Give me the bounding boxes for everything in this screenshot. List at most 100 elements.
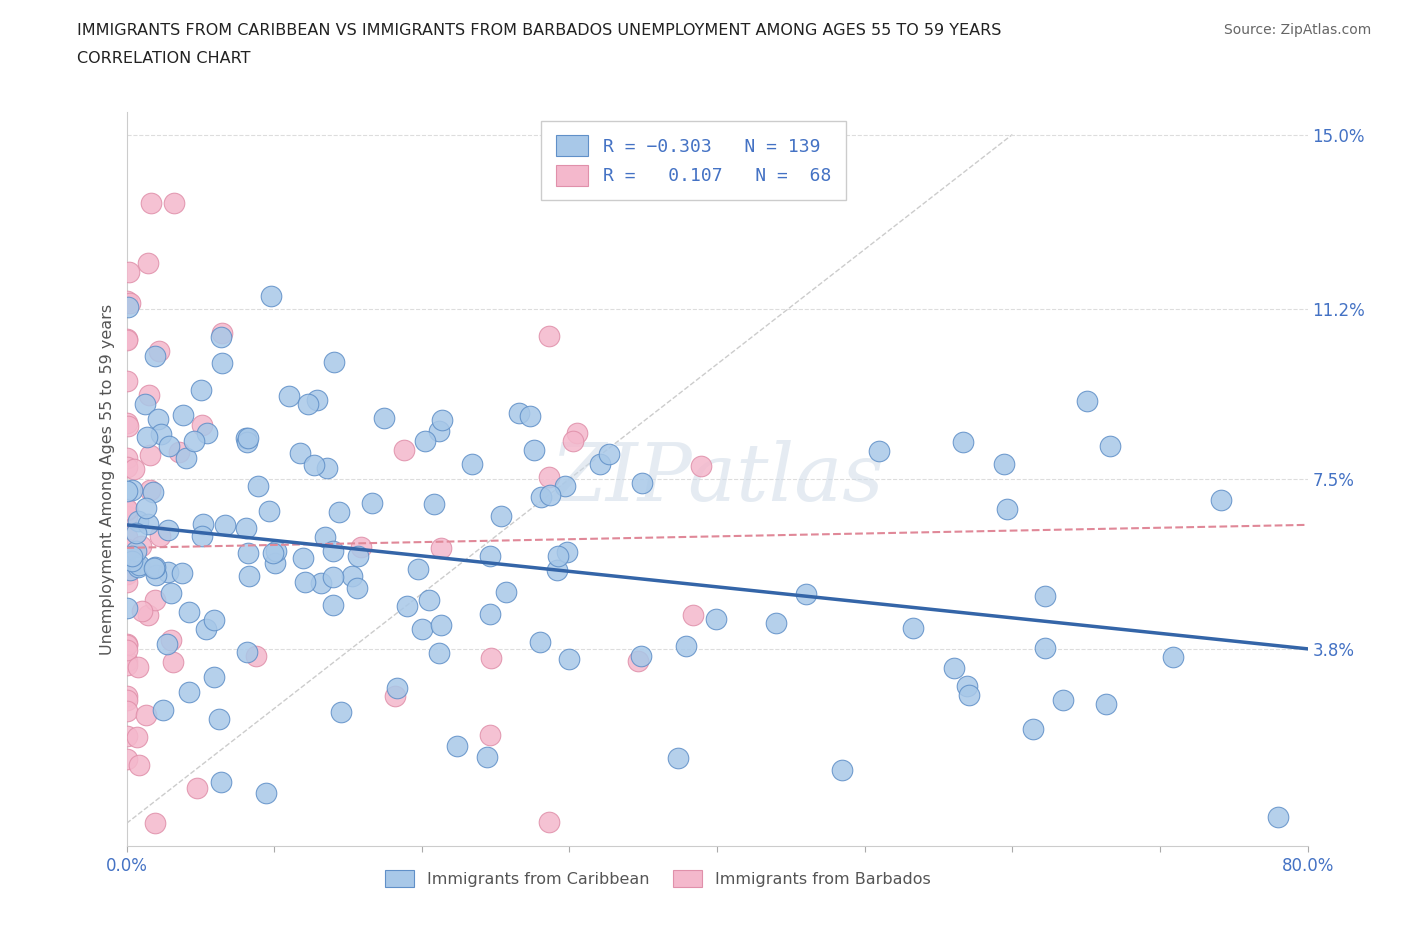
Point [191, 418, 214, 433]
Point [136, 608, 159, 623]
Point [903, 621, 925, 636]
Point [598, 446, 620, 461]
Point [149, 426, 172, 441]
Point [135, 500, 157, 515]
Point [117, 601, 139, 616]
Point [765, 616, 787, 631]
Point [172, 565, 194, 580]
Point [142, 561, 165, 576]
Point [115, 501, 138, 516]
Point [117, 299, 139, 314]
Point [1267, 810, 1289, 825]
Point [413, 433, 436, 448]
Point [156, 637, 179, 652]
Point [115, 542, 138, 557]
Point [156, 523, 179, 538]
Point [204, 670, 226, 684]
Point [117, 484, 139, 498]
Point [411, 621, 433, 636]
Point [297, 396, 319, 411]
Point [128, 558, 150, 573]
Point [588, 457, 610, 472]
Point [115, 638, 138, 653]
Point [143, 592, 166, 607]
Point [554, 478, 576, 493]
Point [558, 651, 581, 666]
Point [115, 529, 138, 544]
Point [704, 611, 727, 626]
Point [186, 781, 208, 796]
Point [314, 529, 336, 544]
Point [127, 560, 149, 575]
Point [561, 434, 583, 449]
Point [1021, 722, 1043, 737]
Point [690, 458, 713, 473]
Point [136, 516, 159, 531]
Point [121, 553, 143, 568]
Point [236, 434, 259, 449]
Point [118, 264, 141, 279]
Point [311, 576, 333, 591]
Point [264, 544, 287, 559]
Point [115, 658, 138, 672]
Point [315, 460, 337, 475]
Point [288, 445, 311, 460]
Text: Source: ZipAtlas.com: Source: ZipAtlas.com [1223, 23, 1371, 37]
Point [328, 505, 350, 520]
Point [305, 392, 328, 407]
Point [115, 503, 138, 518]
Point [1209, 492, 1232, 507]
Point [159, 632, 181, 647]
Point [361, 496, 384, 511]
Point [478, 549, 501, 564]
Point [322, 597, 344, 612]
Point [122, 462, 145, 477]
Point [537, 470, 560, 485]
Point [174, 450, 197, 465]
Point [152, 703, 174, 718]
Point [340, 569, 363, 584]
Point [121, 549, 143, 564]
Point [350, 539, 373, 554]
Point [127, 659, 149, 674]
Y-axis label: Unemployment Among Ages 55 to 59 years: Unemployment Among Ages 55 to 59 years [100, 303, 115, 655]
Point [149, 528, 172, 543]
Legend: Immigrants from Caribbean, Immigrants from Barbados: Immigrants from Caribbean, Immigrants fr… [380, 864, 936, 894]
Point [392, 443, 415, 458]
Point [479, 650, 502, 665]
Point [120, 296, 142, 311]
Point [422, 497, 444, 512]
Point [478, 728, 501, 743]
Point [247, 478, 270, 493]
Point [128, 758, 150, 773]
Point [139, 483, 162, 498]
Point [385, 680, 408, 695]
Point [346, 549, 368, 564]
Point [682, 607, 704, 622]
Point [138, 388, 160, 403]
Point [143, 349, 166, 364]
Point [172, 408, 194, 423]
Point [183, 433, 205, 448]
Point [125, 525, 148, 540]
Point [260, 288, 283, 303]
Point [942, 661, 965, 676]
Point [1076, 393, 1098, 408]
Point [131, 604, 153, 618]
Point [115, 331, 138, 346]
Point [211, 326, 233, 340]
Point [191, 516, 214, 531]
Point [136, 430, 159, 445]
Point [115, 509, 138, 524]
Point [997, 502, 1019, 517]
Point [135, 707, 157, 722]
Point [115, 460, 138, 475]
Point [330, 704, 353, 719]
Point [190, 528, 212, 543]
Point [395, 598, 418, 613]
Point [262, 545, 284, 560]
Point [523, 443, 546, 458]
Point [115, 450, 138, 465]
Text: CORRELATION CHART: CORRELATION CHART [77, 51, 250, 66]
Point [162, 655, 184, 670]
